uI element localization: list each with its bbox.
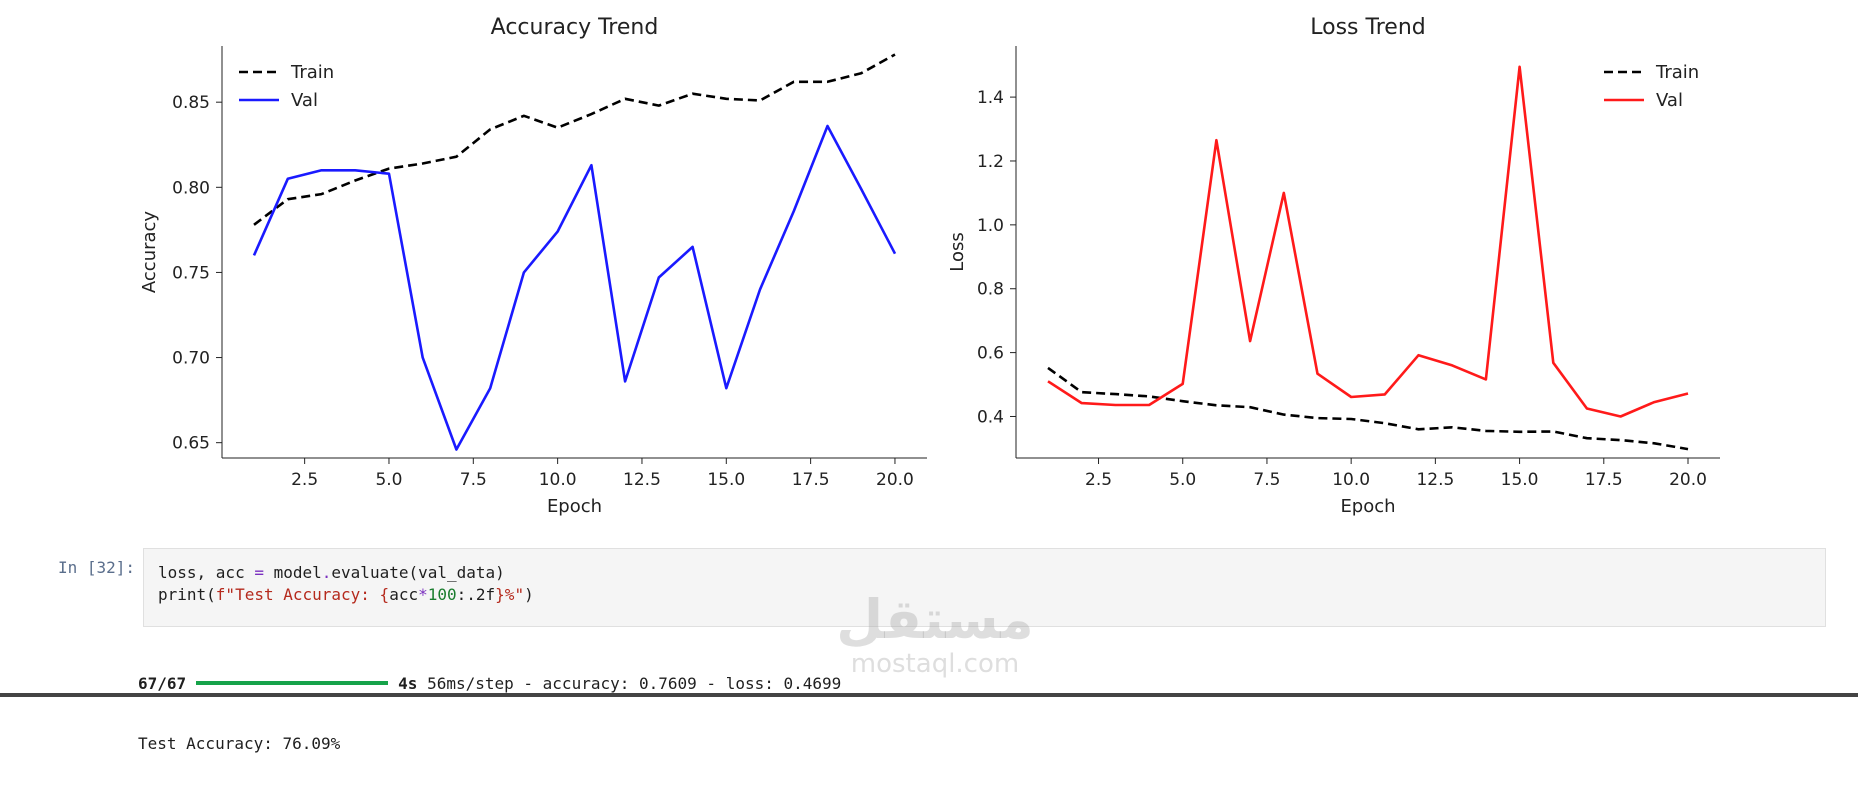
y-tick-label: 0.65: [172, 434, 210, 454]
code-token: :.2f: [456, 585, 496, 604]
y-tick-label: 1.4: [977, 88, 1004, 108]
code-line-1: loss, acc = model.evaluate(val_data): [158, 563, 505, 582]
progress-steps: 67/67: [138, 673, 187, 693]
code-token: acc: [389, 585, 419, 604]
x-tick-label: 20.0: [1669, 470, 1707, 490]
charts-figure: Accuracy Trend 2.5 5.0 7.5 10.0 12.5 15.0 17.5 2…: [139, 15, 1720, 517]
cell-output: 67/67 4s 56ms/step - accuracy: 0.7609 - l…: [138, 634, 841, 792]
progress-time: 4s: [398, 673, 418, 693]
x-axis-label: Epoch: [547, 496, 602, 517]
y-tick-label: 0.8: [977, 280, 1004, 300]
x-tick-label: 7.5: [460, 470, 487, 490]
code-operator: =: [254, 563, 264, 582]
chart-accuracy: Accuracy Trend 2.5 5.0 7.5 10.0 12.5 15.0 17.5 2…: [139, 15, 927, 517]
x-tick-label: 5.0: [1169, 470, 1196, 490]
code-line-2: print(f"Test Accuracy: {acc*100:.2f}%"): [158, 585, 534, 604]
x-tick-label: 20.0: [876, 470, 914, 490]
series-line-val: [1047, 65, 1689, 418]
x-tick-label: 10.0: [539, 470, 577, 490]
series-line-train: [253, 53, 896, 226]
legend-label: Train: [1655, 62, 1699, 83]
code-token: model: [263, 563, 322, 582]
legend-label: Train: [290, 62, 334, 83]
x-tick-label: 17.5: [1585, 470, 1623, 490]
x-tick-label: 17.5: [792, 470, 830, 490]
notebook-cell: In [32]: loss, acc = model.evaluate(val_…: [0, 540, 1858, 753]
code-token: loss, acc: [158, 563, 255, 582]
chart-title: Accuracy Trend: [491, 15, 659, 40]
y-tick-label: 0.85: [172, 93, 210, 113]
chart-title: Loss Trend: [1310, 15, 1425, 40]
x-tick-label: 7.5: [1253, 470, 1280, 490]
progress-bar: [196, 681, 389, 685]
y-tick-label: 0.70: [172, 349, 210, 369]
code-token: evaluate(val_data): [331, 563, 505, 582]
code-token: print(: [158, 585, 216, 604]
x-tick-label: 15.0: [707, 470, 745, 490]
series-line-val: [252, 124, 897, 451]
legend-label: Val: [291, 90, 318, 111]
code-token: ): [524, 585, 534, 604]
y-tick-label: 1.2: [977, 152, 1004, 172]
x-tick-label: 2.5: [1085, 470, 1112, 490]
x-tick-label: 5.0: [375, 470, 402, 490]
y-axis-label: Accuracy: [139, 211, 160, 294]
x-axis-label: Epoch: [1340, 496, 1395, 517]
chart-loss: Loss Trend 2.5 5.0 7.5 10.0 12.5 15.0 17.5 20.0 0…: [947, 15, 1720, 517]
y-tick-label: 0.80: [172, 178, 210, 198]
bottom-border: [0, 693, 1858, 697]
code-string: }%": [495, 585, 525, 604]
code-operator: *: [418, 585, 428, 604]
code-string: f"Test Accuracy: {: [215, 585, 390, 604]
y-axis-label: Loss: [947, 232, 968, 271]
progress-line: 67/67 4s 56ms/step - accuracy: 0.7609 - l…: [138, 672, 841, 694]
y-tick-label: 0.75: [172, 263, 210, 283]
legend-label: Val: [1656, 90, 1683, 111]
x-tick-label: 2.5: [291, 470, 318, 490]
x-tick-label: 12.5: [1416, 470, 1454, 490]
x-tick-label: 10.0: [1332, 470, 1370, 490]
x-tick-label: 12.5: [623, 470, 661, 490]
code-editor[interactable]: loss, acc = model.evaluate(val_data) pri…: [143, 548, 1826, 627]
result-line: Test Accuracy: 76.09%: [138, 733, 341, 753]
y-tick-label: 0.4: [977, 407, 1004, 427]
cell-prompt: In [32]:: [58, 558, 136, 577]
y-tick-label: 0.6: [977, 344, 1004, 364]
y-tick-label: 1.0: [977, 216, 1004, 236]
series-line-train: [1047, 366, 1689, 451]
code-operator: .: [321, 563, 332, 582]
code-number: 100: [427, 585, 457, 604]
progress-metrics: 56ms/step - accuracy: 0.7609 - loss: 0.4…: [417, 673, 842, 693]
x-tick-label: 15.0: [1501, 470, 1539, 490]
